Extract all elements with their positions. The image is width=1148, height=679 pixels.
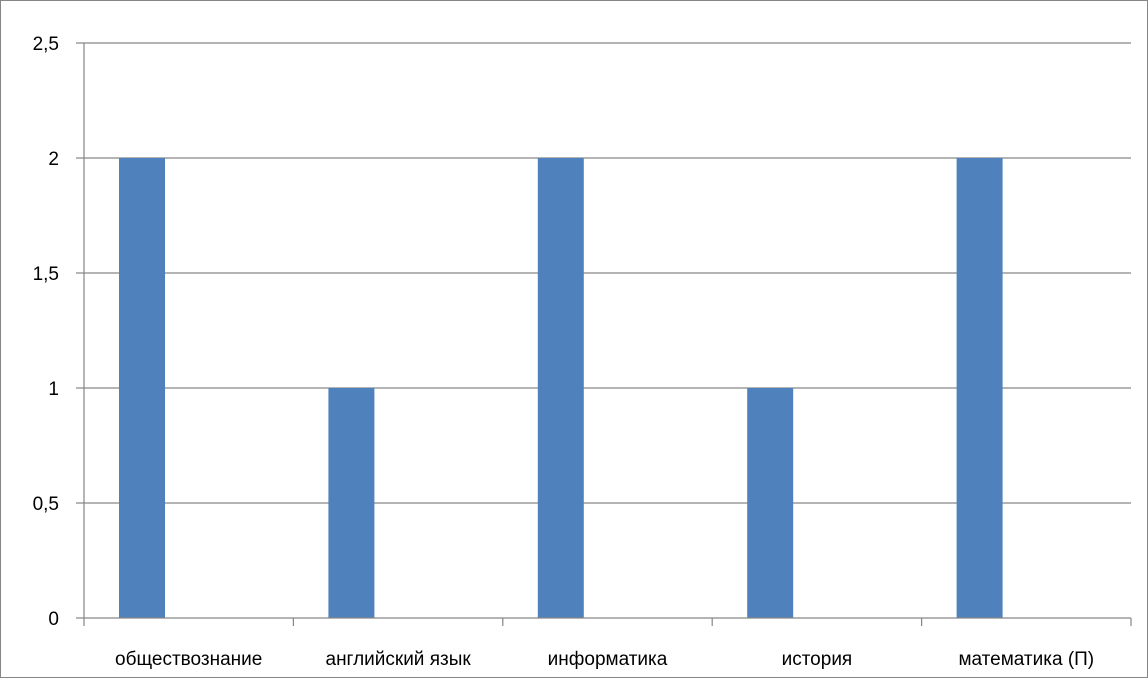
bar	[119, 158, 165, 618]
bar	[956, 158, 1003, 618]
y-tick-label: 2,5	[33, 34, 59, 55]
y-axis-tick-labels: 0 0,5 1 1,5 2 2,5	[33, 34, 59, 630]
bar	[747, 388, 794, 618]
gridlines	[84, 42, 1131, 504]
bar	[328, 388, 375, 618]
x-tick-label: информатика	[548, 649, 668, 670]
x-tick-label: история	[782, 649, 853, 670]
x-tick-label: обществознание	[115, 649, 262, 670]
x-tick-label: английский язык	[326, 649, 472, 670]
y-tick-label: 0	[48, 609, 59, 630]
x-tick-label: математика (П)	[958, 649, 1094, 670]
y-tick-label: 1,5	[33, 264, 59, 285]
x-axis-tick-labels: обществознание английский язык информатика…	[115, 649, 1094, 670]
y-tick-label: 0,5	[33, 494, 59, 515]
y-tick-label: 2	[48, 149, 59, 170]
bars	[119, 158, 1003, 618]
y-tick-label: 1	[48, 379, 59, 400]
bar	[537, 158, 584, 618]
axes	[76, 42, 1132, 626]
